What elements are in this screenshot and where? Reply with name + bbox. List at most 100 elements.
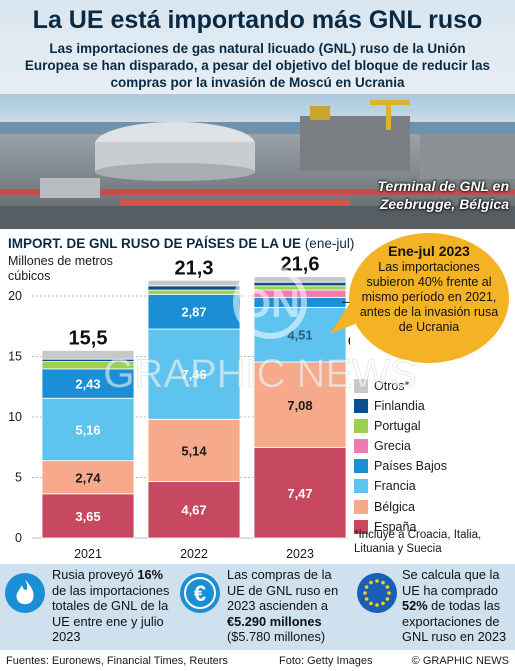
legend-swatch bbox=[354, 379, 368, 393]
photo-caption-line1: Terminal de GNL en bbox=[377, 178, 509, 194]
callout-title: Ene-jul 2023 bbox=[388, 243, 470, 259]
svg-text:€: € bbox=[194, 581, 206, 606]
fact-eu-text: Se calcula que la UE ha comprado 52% de … bbox=[402, 567, 514, 645]
fact-euro-bold: €5.290 millones bbox=[227, 613, 322, 629]
bar-segment bbox=[147, 418, 241, 482]
y-tick-label: 20 bbox=[8, 289, 22, 303]
callout-text: Las importaciones subieron 40% frente al… bbox=[359, 260, 499, 334]
legend-swatch bbox=[354, 419, 368, 434]
bar-segment bbox=[41, 350, 135, 360]
legend-note: *Incluye a Croacia, Italia, Lituania y S… bbox=[354, 529, 482, 555]
photo-credit: Foto: Getty Images bbox=[279, 655, 373, 667]
legend-label: Francia bbox=[374, 479, 416, 494]
lng-terminal-photo: Terminal de GNL en Zeebrugge, Bélgica bbox=[0, 94, 515, 229]
legend: Otros* Finlandia Portugal Grecia Países Bajo… bbox=[354, 377, 514, 538]
legend-swatch bbox=[354, 479, 368, 494]
fact-euro-text: Las compras de la UE de GNL ruso en 2023… bbox=[227, 567, 351, 645]
fact-eu-pre: Se calcula que la UE ha comprado bbox=[402, 567, 500, 598]
bar-total-label: 21,3 bbox=[175, 257, 214, 279]
y-tick-label: 0 bbox=[15, 531, 22, 545]
callout-bubble: Ene-jul 2023 Las importaciones subieron … bbox=[349, 233, 509, 363]
fact-russia-pre: Rusia proveyó bbox=[52, 567, 138, 582]
legend-item: Francia bbox=[354, 477, 514, 495]
legend-swatch bbox=[354, 459, 368, 474]
y-axis-unit-label: Millones de metros cúbicos bbox=[8, 254, 113, 283]
bar-segment bbox=[253, 276, 347, 283]
flame-icon bbox=[5, 573, 45, 613]
facts-panel: Rusia proveyó 16% de las importaciones t… bbox=[0, 564, 515, 650]
fact-eu: Se calcula que la UE ha comprado 52% de … bbox=[352, 564, 515, 650]
chart-title: IMPORT. DE GNL RUSO DE PAÍSES DE LA UE (… bbox=[8, 236, 354, 251]
stacked-bar-chart: 0 5 10 15 20 3,65 2,74 5,16 2,43 15,5 2021 4,67 5,14… bbox=[8, 254, 350, 561]
footer: Fuentes: Euronews, Financial Times, Reut… bbox=[0, 652, 515, 671]
header: La UE está importando más GNL ruso Las i… bbox=[0, 0, 515, 94]
bar-value-label: 7,46 bbox=[181, 367, 206, 382]
bar-value-label: 4,67 bbox=[181, 503, 206, 518]
chart-title-bold: IMPORT. DE GNL RUSO DE PAÍSES DE LA UE bbox=[8, 236, 302, 251]
bar-segment bbox=[147, 481, 241, 539]
bar-value-label: 3,65 bbox=[75, 509, 100, 524]
legend-label: Portugal bbox=[374, 419, 421, 434]
bar-value-label: 0,83 bbox=[348, 333, 350, 348]
bar-segment bbox=[147, 285, 241, 291]
legend-label: Grecia bbox=[374, 439, 411, 454]
chart-title-period: (ene-jul) bbox=[304, 236, 355, 251]
legend-label: Otros* bbox=[374, 379, 410, 393]
photo-caption: Terminal de GNL en Zeebrugge, Bélgica bbox=[378, 177, 509, 213]
bar-value-label: 7,08 bbox=[287, 398, 312, 413]
y-tick-label: 15 bbox=[8, 350, 22, 364]
legend-label: Bélgica bbox=[374, 499, 415, 514]
bar-value-label: 2,74 bbox=[75, 470, 101, 485]
bar-segment bbox=[253, 281, 347, 287]
sources: Fuentes: Euronews, Financial Times, Reut… bbox=[6, 655, 228, 667]
fact-russia: Rusia proveyó 16% de las importaciones t… bbox=[0, 564, 172, 650]
bar-total-label: 15,5 bbox=[69, 327, 108, 349]
legend-swatch bbox=[354, 399, 368, 414]
bar-segment bbox=[41, 361, 135, 370]
subtitle: Las importaciones de gas natural licuado… bbox=[24, 41, 491, 90]
photo-illustration bbox=[0, 94, 515, 229]
legend-item: Grecia bbox=[354, 437, 514, 455]
copyright: © GRAPHIC NEWS bbox=[411, 655, 509, 667]
legend-label: Países Bajos bbox=[374, 459, 447, 474]
bar-value-label: 5,14 bbox=[181, 443, 207, 458]
legend-item: Países Bajos bbox=[354, 457, 514, 475]
fact-russia-post: de las importaciones totales de GNL de l… bbox=[52, 582, 170, 645]
photo-caption-line2: Zeebrugge, Bélgica bbox=[379, 196, 509, 212]
label-leader-line bbox=[342, 301, 350, 303]
bar-segment bbox=[147, 289, 241, 295]
fact-eu-bold: 52% bbox=[402, 598, 428, 613]
legend-swatch bbox=[354, 439, 368, 454]
fact-euro-post: ($5.780 millones) bbox=[227, 629, 326, 644]
legend-label: Finlandia bbox=[374, 399, 425, 414]
bar-value-label: 5,16 bbox=[75, 422, 100, 437]
eu-flag-icon bbox=[357, 573, 397, 613]
bar-segment bbox=[41, 493, 135, 539]
fact-eu-post: de todas las exportaciones de GNL ruso e… bbox=[402, 598, 507, 644]
bar-segment bbox=[253, 285, 347, 291]
legend-item: Finlandia bbox=[354, 397, 514, 415]
fact-russia-bold: 16% bbox=[137, 567, 163, 582]
legend-item: Portugal bbox=[354, 417, 514, 435]
x-category-label: 2022 bbox=[180, 547, 208, 561]
fact-euro: € Las compras de la UE de GNL ruso en 20… bbox=[175, 564, 347, 650]
bar-segment bbox=[253, 289, 347, 298]
main-title: La UE está importando más GNL ruso bbox=[32, 6, 483, 34]
bar-value-label: 4,51 bbox=[287, 328, 312, 343]
legend-item: España bbox=[354, 518, 514, 536]
bar-total-label: 21,6 bbox=[281, 254, 320, 276]
bar-segment bbox=[41, 368, 135, 399]
legend-label: España bbox=[374, 519, 417, 534]
fact-euro-pre: Las compras de la UE de GNL ruso en 2023… bbox=[227, 567, 339, 613]
bar-value-label: 2,43 bbox=[75, 377, 100, 392]
x-category-label: 2023 bbox=[286, 547, 314, 561]
bar-value-label: 7,47 bbox=[287, 486, 312, 501]
bar-segment bbox=[253, 361, 347, 449]
legend-swatch bbox=[354, 499, 368, 514]
legend-item: Otros* bbox=[354, 377, 514, 395]
y-tick-label: 10 bbox=[8, 410, 22, 424]
bar-segment bbox=[147, 279, 241, 287]
bar-segment bbox=[41, 397, 135, 462]
bar-value-label: 2,87 bbox=[181, 305, 206, 320]
euro-icon: € bbox=[180, 573, 220, 613]
